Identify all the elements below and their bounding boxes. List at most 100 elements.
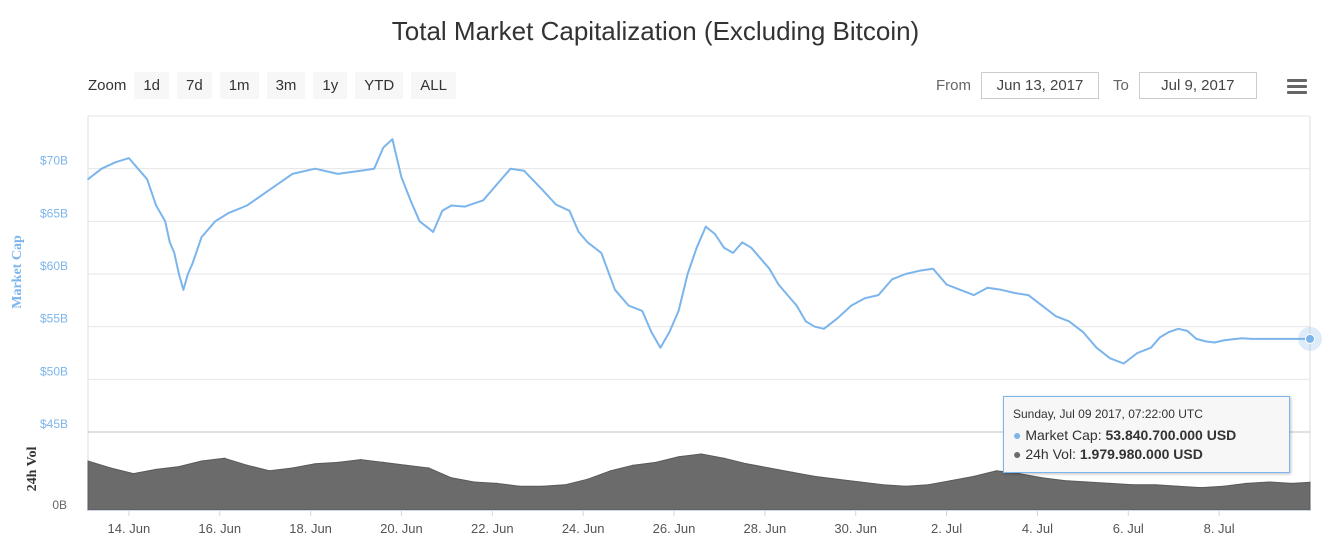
market-cap-point [155, 204, 157, 207]
market-cap-point [1159, 336, 1161, 339]
volume-point [746, 463, 748, 465]
market-cap-point [1213, 341, 1216, 344]
market-cap-point [337, 173, 339, 175]
volume-point [541, 485, 543, 487]
volume-dot-icon: ● [1013, 446, 1022, 462]
volume-point [1132, 484, 1134, 486]
volume-point [132, 473, 134, 475]
volume-point [337, 461, 339, 463]
market-cap-point [600, 252, 603, 254]
market-cap-point [1027, 294, 1030, 296]
volume-point [1309, 481, 1311, 483]
zoom-3m-button[interactable]: 3m [266, 72, 306, 99]
market-cap-point [1082, 331, 1084, 333]
from-label: From [936, 77, 971, 94]
market-cap-point [650, 331, 653, 333]
market-cap-point [314, 167, 316, 170]
to-date-input[interactable]: Jul 9, 2017 [1138, 72, 1257, 99]
market-cap-point [496, 183, 498, 186]
market-cap-point [191, 262, 194, 265]
market-cap-point [723, 246, 725, 249]
volume-point [973, 475, 975, 477]
market-cap-point [441, 210, 444, 212]
market-cap-point [986, 286, 989, 289]
volume-point [1177, 485, 1179, 487]
volume-point [1291, 482, 1293, 484]
market-cap-point [214, 220, 216, 223]
market-cap-point [1041, 304, 1043, 307]
market-cap-point [1068, 320, 1070, 323]
tooltip-market-cap-row: ● Market Cap: 53.840.700.000 USD [1013, 427, 1237, 443]
volume-area [87, 453, 1311, 511]
market-cap-point [959, 289, 961, 291]
market-cap-point [1095, 346, 1098, 349]
y-tick-label: $55B [40, 312, 68, 326]
volume-point [1154, 484, 1157, 486]
market-cap-point [850, 304, 852, 307]
y-tick-label: $45B [40, 417, 68, 431]
market-cap-point [509, 167, 512, 170]
market-cap-point [164, 220, 166, 223]
volume-point [246, 464, 248, 466]
market-cap-point [677, 310, 680, 312]
x-tick-label: 28. Jun [744, 521, 787, 536]
volume-point [291, 467, 293, 469]
market-cap-point [87, 178, 89, 180]
volume-point [791, 471, 793, 473]
market-cap-point [373, 167, 376, 170]
x-tick-label: 22. Jun [471, 521, 514, 536]
market-cap-point [173, 252, 176, 254]
market-cap-point [568, 210, 571, 212]
zoom-7d-button[interactable]: 7d [177, 72, 212, 99]
market-cap-point [627, 304, 630, 307]
zoom-1d-button[interactable]: 1d [134, 72, 170, 99]
market-cap-point [586, 241, 589, 244]
volume-point [1086, 481, 1088, 483]
hamburger-menu-icon[interactable] [1287, 79, 1307, 95]
volume-point [110, 467, 112, 469]
volume-point [201, 460, 203, 462]
market-cap-point [714, 233, 716, 235]
volume-point [632, 464, 634, 466]
market-cap-point [1122, 362, 1125, 365]
tooltip: Sunday, Jul 09 2017, 07:22:00 UTC ● Mark… [1003, 396, 1290, 473]
volume-point [405, 464, 407, 466]
market-cap-point [1295, 338, 1298, 340]
market-cap-point [268, 188, 271, 191]
tooltip-volume-label: 24h Vol [1025, 446, 1073, 462]
volume-axis-title: 24h Vol [25, 447, 40, 492]
market-cap-point [432, 231, 435, 233]
market-cap-point [932, 267, 934, 270]
zoom-all-button[interactable]: ALL [411, 72, 456, 99]
hover-point-marker[interactable] [1305, 333, 1315, 344]
market-cap-point [541, 188, 544, 191]
volume-point [1200, 487, 1202, 489]
from-date-input[interactable]: Jun 13, 2017 [981, 72, 1099, 99]
market-cap-point [705, 225, 707, 228]
market-cap-point [741, 241, 743, 244]
volume-point [723, 457, 725, 459]
volume-point [1223, 485, 1225, 487]
market-cap-point [1136, 352, 1139, 354]
volume-point [678, 456, 680, 458]
zoom-1m-button[interactable]: 1m [219, 72, 259, 99]
market-cap-point [169, 241, 171, 244]
y-tick-label: $50B [40, 364, 68, 378]
volume-point [1064, 480, 1066, 482]
market-cap-point [1232, 338, 1234, 341]
market-cap-point [768, 267, 771, 270]
market-cap-point [1241, 337, 1243, 340]
market-cap-point [382, 146, 385, 149]
market-cap-point [464, 205, 466, 208]
market-cap-point [686, 273, 689, 275]
market-cap-point [918, 270, 921, 272]
market-cap-point [1054, 315, 1057, 317]
market-cap-point [246, 204, 248, 207]
volume-point [814, 475, 816, 477]
market-cap-point [1277, 338, 1279, 340]
zoom-1y-button[interactable]: 1y [313, 72, 348, 99]
date-range-selector: From Jun 13, 2017 To Jul 9, 2017 [936, 72, 1271, 99]
volume-point [428, 467, 430, 469]
zoom-ytd-button[interactable]: YTD [355, 72, 404, 99]
volume-point [87, 460, 89, 462]
